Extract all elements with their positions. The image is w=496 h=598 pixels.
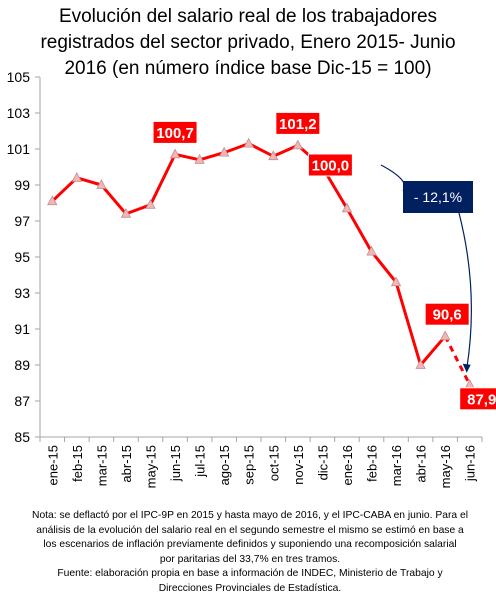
x-tick-label: abr-16 — [414, 445, 429, 483]
chart-notes: Nota: se deflactó por el IPC-9P en 2015 … — [12, 509, 488, 597]
annotation-leader — [380, 164, 406, 192]
x-tick-label: ene-16 — [340, 445, 355, 485]
x-tick-label: ago-15 — [217, 445, 232, 485]
y-tick-label: 97 — [14, 213, 30, 229]
arrow-head — [462, 363, 471, 373]
data-point — [145, 198, 156, 209]
y-tick-label: 95 — [14, 249, 30, 265]
note-line-4: por paritarias del 33,7% en tres tramos. — [159, 553, 341, 565]
data-point — [341, 202, 353, 213]
data-point — [243, 137, 254, 148]
data-point — [120, 207, 132, 218]
data-point — [96, 179, 107, 189]
data-point — [268, 150, 279, 161]
data-label: 87,9 — [467, 391, 496, 408]
x-tick-label: jun-15 — [168, 445, 183, 482]
y-tick-label: 87 — [14, 393, 30, 409]
y-tick-label: 105 — [7, 69, 31, 85]
data-label-box — [307, 153, 353, 177]
source-line-1: Fuente: elaboración propia en base a inf… — [57, 568, 443, 580]
x-tick-label: ene-15 — [45, 445, 60, 485]
x-tick-label: jul-15 — [193, 445, 208, 478]
data-label: 100,7 — [156, 125, 194, 142]
x-tick-label: sep-15 — [242, 445, 257, 485]
series-line — [51, 142, 447, 367]
x-tick-label: dic-15 — [315, 445, 330, 480]
data-point — [194, 153, 205, 164]
annotation-label: - 12,1% — [414, 189, 462, 205]
note-line-3: los escenarios de inflación previamente … — [43, 539, 457, 551]
data-point — [390, 276, 402, 287]
annotation-arrow — [458, 212, 472, 369]
data-label-box — [459, 387, 496, 411]
y-tick-label: 85 — [14, 429, 30, 445]
y-tick-label: 89 — [14, 357, 30, 373]
data-label-box — [424, 302, 470, 326]
annotation-box — [403, 181, 473, 213]
data-point — [71, 171, 82, 182]
x-tick-label: oct-15 — [266, 445, 281, 481]
data-label: 100,0 — [312, 158, 350, 175]
data-point — [366, 245, 377, 256]
data-label-box — [275, 111, 321, 135]
data-point — [440, 330, 451, 341]
x-tick-label: may-15 — [144, 445, 159, 488]
data-label: 101,2 — [279, 116, 317, 133]
data-point — [415, 359, 426, 369]
x-tick-label: mar-15 — [94, 445, 109, 486]
title-line-3: 2016 (en número índice base Dic-15 = 100… — [64, 58, 432, 79]
data-label-box — [152, 120, 198, 144]
x-tick-label: may-16 — [438, 445, 453, 488]
projected-segment — [443, 335, 472, 386]
x-tick-label: feb-16 — [365, 445, 380, 482]
note-line-1: Nota: se deflactó por el IPC-9P en 2015 … — [32, 510, 468, 521]
y-tick-label: 103 — [7, 105, 31, 121]
x-tick-label: nov-15 — [291, 445, 306, 485]
note-line-2: análisis de la evolución del salario rea… — [36, 524, 464, 536]
data-point — [169, 148, 181, 159]
data-point — [292, 139, 303, 150]
y-tick-label: 91 — [14, 321, 30, 337]
y-tick-label: 101 — [7, 141, 31, 157]
data-point — [47, 195, 58, 206]
x-tick-label: feb-15 — [70, 445, 85, 482]
y-tick-label: 99 — [14, 177, 30, 193]
data-label: 90,6 — [433, 307, 462, 324]
x-tick-label: mar-16 — [389, 445, 404, 486]
y-tick-label: 93 — [14, 285, 30, 301]
data-point — [219, 146, 230, 157]
chart-title: Evolución del salario real de los trabaj… — [0, 4, 496, 82]
x-tick-label: jun-16 — [463, 445, 478, 482]
x-tick-label: abr-15 — [119, 445, 134, 483]
source-line-2: Direcciones Provinciales de Estadística. — [158, 582, 342, 594]
title-line-1: Evolución del salario real de los trabaj… — [58, 6, 438, 27]
title-line-2: registrados del sector privado, Enero 20… — [40, 32, 456, 53]
